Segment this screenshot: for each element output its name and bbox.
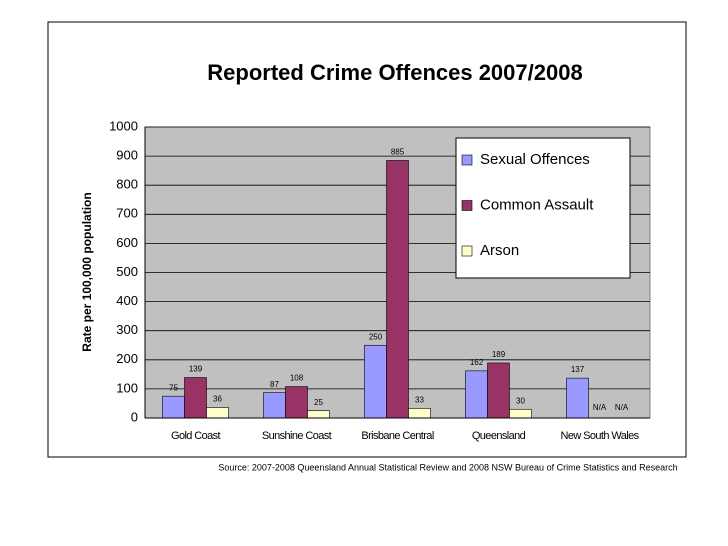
legend-label: Sexual Offences	[480, 151, 590, 168]
y-axis-label: Rate per 100,000 population	[80, 192, 94, 351]
legend-box	[455, 137, 631, 279]
y-tick-label: 200	[116, 351, 138, 366]
x-tick-label: New South Wales	[560, 430, 639, 442]
data-label: 250	[369, 332, 383, 341]
y-tick-label: 900	[116, 148, 138, 163]
y-tick-label: 0	[131, 409, 138, 424]
x-tick-label: Queensland	[472, 430, 526, 442]
y-tick-label: 600	[116, 235, 138, 250]
x-tick-label: Brisbane Central	[361, 430, 433, 442]
legend-swatch	[461, 154, 473, 166]
bar	[386, 160, 409, 419]
bar	[566, 377, 589, 419]
data-label: 162	[470, 358, 484, 367]
data-label: 36	[213, 395, 222, 404]
data-label: N/A	[593, 403, 607, 412]
source-note: Source: 2007-2008 Queensland Annual Stat…	[218, 462, 677, 472]
legend-label: Common Assault	[480, 196, 594, 213]
bar	[162, 395, 185, 419]
bar	[307, 410, 330, 419]
y-tick-label: 400	[116, 293, 138, 308]
data-label: 30	[516, 396, 525, 405]
data-label: 139	[189, 365, 203, 374]
data-label: 87	[270, 380, 279, 389]
y-tick-label: 300	[116, 322, 138, 337]
bar	[263, 392, 286, 419]
y-tick-label: 100	[116, 380, 138, 395]
data-label: 885	[391, 148, 405, 157]
bar	[184, 377, 207, 419]
data-label: 75	[169, 383, 178, 392]
chart-title: Reported Crime Offences 2007/2008	[207, 60, 582, 85]
y-tick-label: 500	[116, 264, 138, 279]
bar	[285, 386, 308, 419]
bar	[206, 407, 229, 419]
bar	[408, 408, 431, 419]
bar	[487, 362, 510, 419]
y-tick-label: 800	[116, 177, 138, 192]
data-label: 189	[492, 350, 506, 359]
legend-swatch	[461, 200, 473, 211]
x-tick-label: Gold Coast	[171, 430, 221, 442]
legend-swatch	[461, 245, 473, 257]
bar	[509, 408, 532, 419]
data-label: N/A	[615, 403, 629, 412]
x-tick-label: Sunshine Coast	[262, 430, 332, 442]
data-label: 25	[314, 398, 323, 407]
data-label: 108	[290, 374, 304, 383]
data-label: 33	[415, 396, 424, 405]
data-label: 137	[571, 365, 585, 374]
y-tick-label: 1000	[109, 118, 138, 133]
legend-label: Arson	[480, 242, 519, 259]
bar	[364, 344, 387, 419]
y-tick-label: 700	[116, 206, 138, 221]
bar	[465, 370, 488, 419]
